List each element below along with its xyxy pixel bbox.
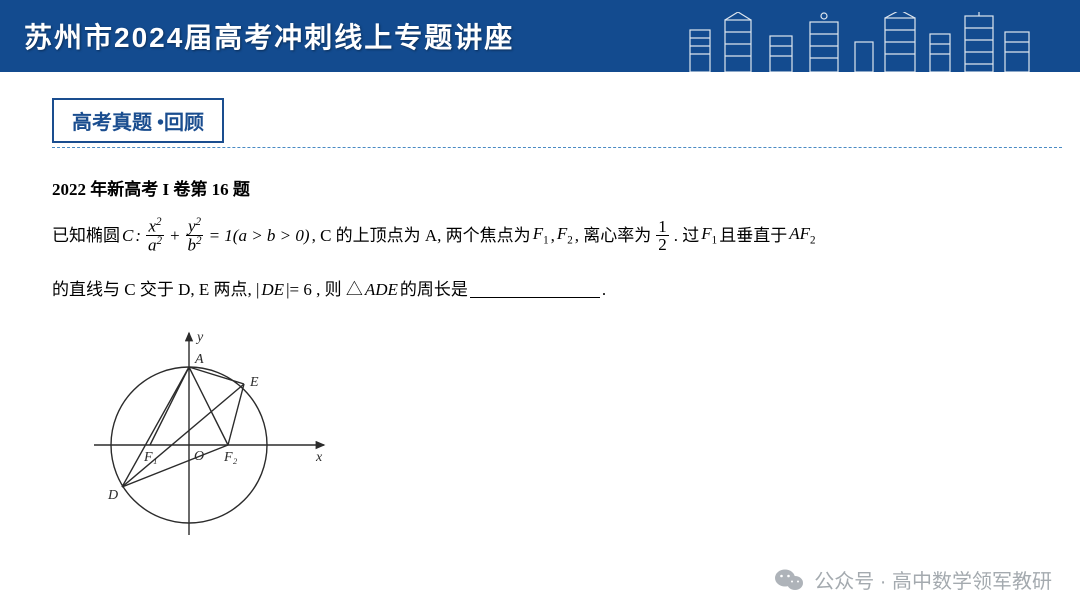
wechat-icon <box>774 567 804 593</box>
answer-blank <box>470 281 600 298</box>
watermark-text: 公众号 · 高中数学领军教研 <box>814 565 1052 594</box>
text: |= 6 , 则 △ <box>286 276 363 303</box>
fraction-half: 1 2 <box>656 218 669 253</box>
geometry-figure: x y O A E F₁ F₂ D <box>94 325 334 535</box>
question-content: 2022 年新高考 I 卷第 16 题 已知椭圆 C : x2 a2 + y2 … <box>52 176 1028 543</box>
slide-header: 苏州市2024届高考冲刺线上专题讲座 <box>0 0 1080 72</box>
svg-text:x: x <box>315 450 323 465</box>
cond: = 1(a > b > 0) <box>209 222 310 249</box>
F1: F1 <box>533 220 549 250</box>
header-title: 苏州市2024届高考冲刺线上专题讲座 <box>24 16 514 56</box>
text: , 离心率为 <box>575 222 652 249</box>
text: 的直线与 C 交于 D, E 两点, | <box>52 276 259 303</box>
text: 且垂直于 <box>719 222 787 249</box>
svg-text:F₁: F₁ <box>143 450 157 465</box>
svg-text:A: A <box>194 352 204 367</box>
ADE: ADE <box>365 276 398 303</box>
F1b: F1 <box>701 220 717 250</box>
ellipse-c: C <box>122 222 133 249</box>
svg-text:E: E <box>249 375 259 390</box>
svg-text:D: D <box>107 488 118 503</box>
question-title: 2022 年新高考 I 卷第 16 题 <box>52 176 1028 203</box>
dashed-divider <box>52 147 1062 148</box>
plus: + <box>169 222 180 249</box>
DE: DE <box>261 276 284 303</box>
svg-text:y: y <box>195 330 204 345</box>
F2: F2 <box>557 220 573 250</box>
question-line-1: 已知椭圆 C : x2 a2 + y2 b2 = 1(a > b > 0) , … <box>52 217 1028 253</box>
text: , C 的上顶点为 A, 两个焦点为 <box>312 222 531 249</box>
period: . <box>602 276 606 303</box>
fraction-x2a2: x2 a2 <box>146 217 164 253</box>
figure-diagram: x y O A E F₁ F₂ D <box>94 325 1028 543</box>
watermark: 公众号 · 高中数学领军教研 <box>774 565 1052 594</box>
AF2: AF2 <box>789 220 815 250</box>
text: 已知椭圆 <box>52 222 120 249</box>
comma: , <box>551 222 555 249</box>
svg-text:O: O <box>194 449 204 464</box>
colon: : <box>135 222 141 249</box>
text: . 过 <box>674 222 700 249</box>
text: 的周长是 <box>400 276 468 303</box>
section-tag: 高考真题 •回顾 <box>52 98 224 143</box>
fraction-y2b2: y2 b2 <box>186 217 204 253</box>
question-line-2: 的直线与 C 交于 D, E 两点, | DE |= 6 , 则 △ ADE 的… <box>52 276 1028 303</box>
buildings-icon <box>680 12 1040 72</box>
svg-text:F₂: F₂ <box>223 450 238 465</box>
